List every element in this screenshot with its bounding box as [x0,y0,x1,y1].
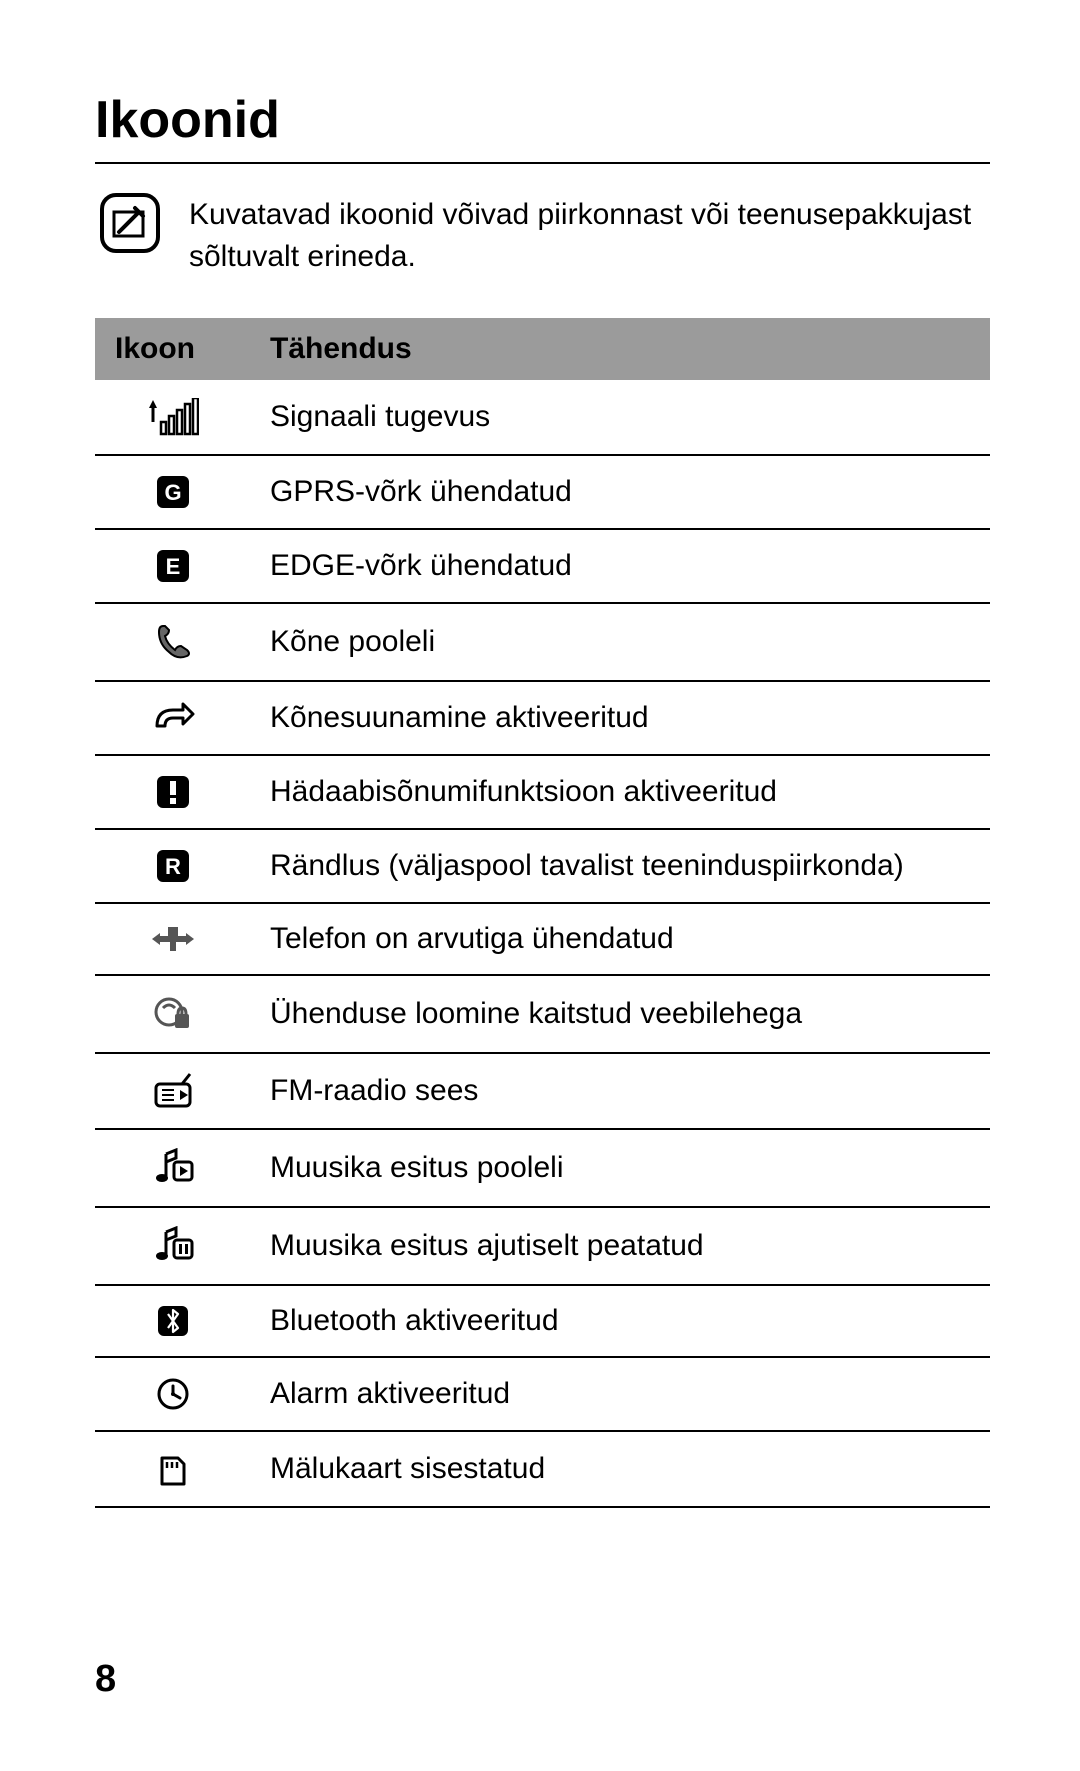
phone-icon [95,603,250,681]
table-row: Muusika esitus ajutiselt peatatud [95,1207,990,1285]
table-row: G GPRS-võrk ühendatud [95,455,990,529]
svg-text:G: G [164,480,181,505]
icon-meaning: Mälukaart sisestatud [250,1431,990,1507]
table-row: R Rändlus (väljaspool tavalist teenindusp… [95,829,990,903]
icon-meaning: FM-raadio sees [250,1053,990,1129]
lock-icon [95,975,250,1053]
table-row: Kõnesuunamine aktiveeritud [95,681,990,755]
table-row: Telefon on arvutiga ühendatud [95,903,990,975]
table-row: Kõne pooleli [95,603,990,681]
table-row: E EDGE-võrk ühendatud [95,529,990,603]
icon-meaning: Muusika esitus pooleli [250,1129,990,1207]
note-icon [99,192,161,254]
table-row: Signaali tugevus [95,380,990,455]
table-row: Alarm aktiveeritud [95,1357,990,1431]
excl-icon [95,755,250,829]
forward-icon [95,681,250,755]
icon-meaning: Kõnesuunamine aktiveeritud [250,681,990,755]
icon-meaning: Rändlus (väljaspool tavalist teeninduspi… [250,829,990,903]
bluetooth-icon [95,1285,250,1357]
music-pause-icon [95,1207,250,1285]
icon-meaning: Signaali tugevus [250,380,990,455]
table-row: Bluetooth aktiveeritud [95,1285,990,1357]
header-meaning: Tähendus [250,318,990,380]
table-row: Muusika esitus pooleli [95,1129,990,1207]
r-icon: R [95,829,250,903]
table-row: Hädaabisõnumifunktsioon aktiveeritud [95,755,990,829]
table-row: FM-raadio sees [95,1053,990,1129]
note-text: Kuvatavad ikoonid võivad piirkonnast või… [189,192,990,278]
music-play-icon [95,1129,250,1207]
g-icon: G [95,455,250,529]
sd-icon [95,1431,250,1507]
table-row: Mälukaart sisestatud [95,1431,990,1507]
e-icon: E [95,529,250,603]
alarm-icon [95,1357,250,1431]
icon-meaning: Alarm aktiveeritud [250,1357,990,1431]
radio-icon [95,1053,250,1129]
svg-text:E: E [165,554,180,579]
icon-meaning: EDGE-võrk ühendatud [250,529,990,603]
icon-meaning: Bluetooth aktiveeritud [250,1285,990,1357]
page-title: Ikoonid [95,90,990,164]
icon-meaning: Kõne pooleli [250,603,990,681]
icon-meaning: GPRS-võrk ühendatud [250,455,990,529]
signal-icon [95,380,250,455]
note-row: Kuvatavad ikoonid võivad piirkonnast või… [95,192,990,278]
icon-meaning: Ühenduse loomine kaitstud veebilehega [250,975,990,1053]
header-icon: Ikoon [95,318,250,380]
page-number: 8 [95,1658,116,1701]
svg-text:R: R [165,854,181,879]
icon-table: Ikoon Tähendus Signaali tugevus G GPRS-võr… [95,318,990,1508]
table-row: Ühenduse loomine kaitstud veebilehega [95,975,990,1053]
icon-meaning: Hädaabisõnumifunktsioon aktiveeritud [250,755,990,829]
usb-icon [95,903,250,975]
icon-meaning: Telefon on arvutiga ühendatud [250,903,990,975]
icon-meaning: Muusika esitus ajutiselt peatatud [250,1207,990,1285]
